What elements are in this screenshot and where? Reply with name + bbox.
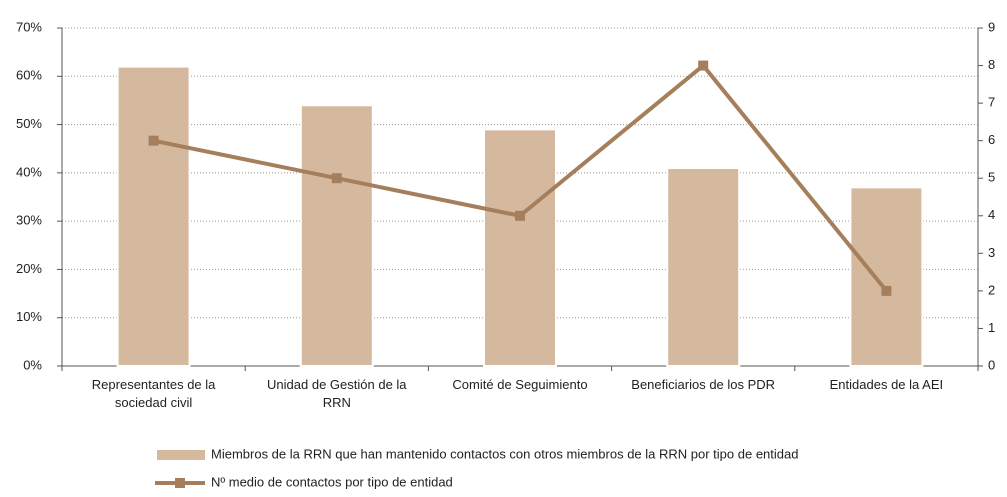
y-tick-label: 20% (16, 261, 42, 276)
x-tick-label: Comité de Seguimiento (452, 377, 588, 392)
y2-tick-label: 3 (988, 245, 995, 260)
legend-swatch (157, 450, 205, 460)
line-marker (148, 135, 159, 146)
legend-label: Nº medio de contactos por tipo de entida… (211, 474, 453, 489)
line-marker (515, 210, 525, 221)
y-tick-label: 40% (16, 164, 42, 179)
line-marker (881, 285, 892, 296)
x-tick-label: Unidad de Gestión de la RRN (267, 377, 407, 410)
y2-tick-label: 8 (988, 57, 995, 72)
y-tick-label: 10% (16, 309, 42, 324)
bar (299, 104, 374, 367)
x-tick-label: Entidades de la AEI (829, 377, 944, 392)
y2-tick-label: 2 (988, 282, 995, 297)
y2-tick-label: 6 (988, 132, 995, 147)
legend-label: Miembros de la RRN que han mantenido con… (211, 446, 798, 461)
y2-tick-label: 9 (988, 19, 995, 34)
y2-tick-label: 4 (988, 207, 995, 222)
line-marker (698, 60, 709, 71)
y2-tick-label: 0 (988, 357, 995, 372)
y-tick-label: 70% (16, 19, 42, 34)
bar (666, 167, 741, 367)
bar (849, 186, 924, 367)
y-tick-label: 60% (16, 68, 42, 83)
y-tick-label: 0% (23, 357, 42, 372)
y2-tick-label: 5 (988, 170, 995, 185)
line-marker (331, 173, 342, 184)
bar (116, 65, 191, 367)
x-tick-label: Beneficiarios de los PDR (631, 377, 776, 392)
y-tick-label: 50% (16, 116, 42, 131)
legend-swatch (175, 478, 185, 488)
y2-tick-label: 7 (988, 95, 995, 110)
y-tick-label: 30% (16, 213, 42, 228)
y2-tick-label: 1 (988, 320, 995, 335)
bar (483, 128, 557, 367)
x-tick-label: Representantes de la sociedad civil (91, 377, 216, 410)
